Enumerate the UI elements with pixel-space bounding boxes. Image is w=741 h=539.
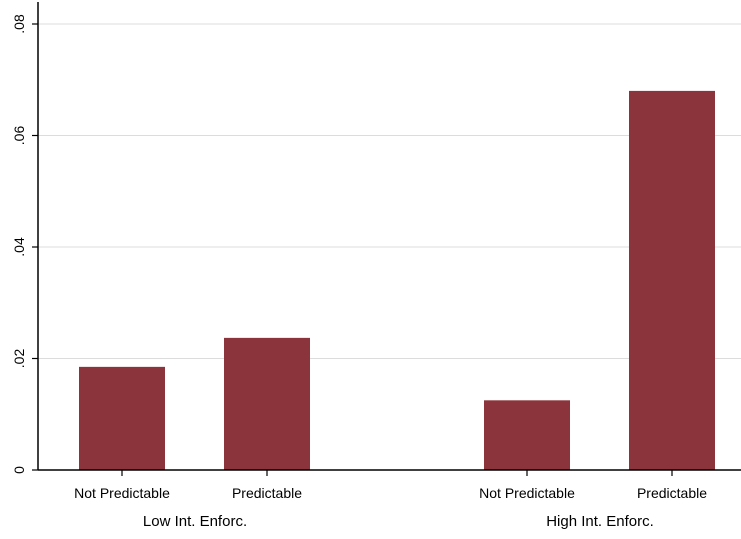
y-tick-label: .08 (11, 14, 27, 34)
axes (37, 2, 741, 476)
category-label: Not Predictable (74, 485, 170, 501)
y-tick-label: .04 (11, 237, 27, 257)
bar (629, 90, 715, 471)
group-label: Low Int. Enforc. (143, 513, 247, 530)
category-label: Predictable (232, 485, 302, 501)
y-tick-labels: 0 .02 .04 .06 .08 (11, 14, 38, 474)
y-tick-label: .06 (11, 126, 27, 146)
y-tick-label: 0 (11, 466, 27, 474)
bar (224, 337, 310, 470)
group-labels: Low Int. Enforc. High Int. Enforc. (143, 513, 654, 530)
category-label: Predictable (637, 485, 707, 501)
y-tick-label: .02 (11, 349, 27, 369)
category-label: Not Predictable (479, 485, 575, 501)
group-label: High Int. Enforc. (546, 513, 654, 530)
bar (79, 366, 165, 470)
bar (484, 400, 570, 470)
category-labels: Not Predictable Predictable Not Predictabl… (74, 485, 707, 501)
bars (79, 90, 715, 471)
gridlines (38, 23, 741, 359)
